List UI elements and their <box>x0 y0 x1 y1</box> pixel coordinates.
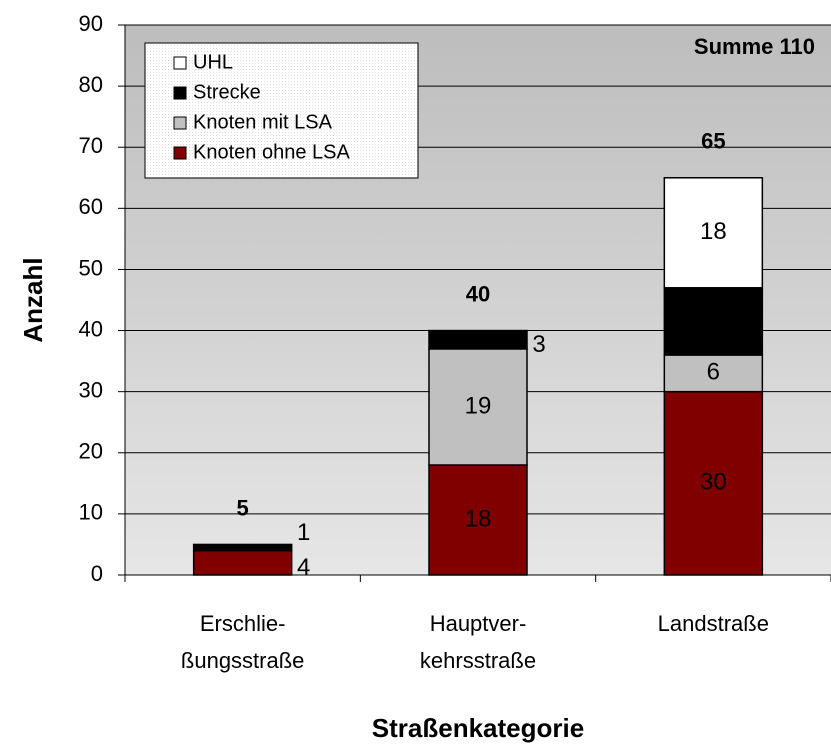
x-tick-label-line: ßungsstraße <box>181 648 305 673</box>
x-tick-label-line: Hauptver- <box>430 611 527 636</box>
y-tick-label: 90 <box>79 11 103 36</box>
legend-label: Knoten mit LSA <box>193 111 333 133</box>
total-label: 40 <box>466 281 490 306</box>
bar-segment <box>192 543 293 552</box>
y-tick-label: 10 <box>79 500 103 525</box>
x-tick-label-line: Landstraße <box>658 611 769 636</box>
data-label: 6 <box>707 359 720 386</box>
legend-label: UHL <box>193 51 233 73</box>
bar-segment <box>428 348 528 466</box>
bar-segment <box>663 390 764 576</box>
x-tick-label-line: kehrsstraße <box>420 648 536 673</box>
bar-segment <box>663 177 764 289</box>
bar-segment <box>192 549 293 576</box>
y-axis-title: Anzahl <box>18 257 48 342</box>
y-tick-label: 30 <box>79 377 103 402</box>
legend-box <box>144 42 419 179</box>
y-tick-label: 20 <box>79 439 103 464</box>
y-tick-label: 60 <box>79 194 103 219</box>
x-tick-label: Hauptver-kehrsstraße <box>420 611 536 673</box>
x-tick-label-line: Erschlie- <box>200 611 286 636</box>
data-label: 30 <box>700 469 727 496</box>
total-label: 65 <box>701 129 725 154</box>
data-label: 18 <box>700 218 727 245</box>
legend-swatch <box>173 86 187 100</box>
annotation: Summe 110 <box>694 34 815 59</box>
x-tick-label: Landstraße <box>658 611 769 636</box>
bar-segment <box>428 464 528 576</box>
legend-swatch <box>173 146 187 160</box>
data-label: 18 <box>465 505 492 532</box>
data-label: 3 <box>532 331 545 358</box>
x-tick-label: Erschlie-ßungsstraße <box>181 611 305 673</box>
data-label: 4 <box>297 554 310 581</box>
legend-label: Strecke <box>193 81 261 103</box>
y-tick-label: 80 <box>79 72 103 97</box>
data-label: 1 <box>297 519 310 546</box>
legend-label: Knoten ohne LSA <box>193 141 350 163</box>
y-tick-label: 0 <box>91 561 103 586</box>
total-label: 5 <box>237 495 249 520</box>
y-tick-label: 50 <box>79 255 103 280</box>
y-tick-label: 70 <box>79 133 103 158</box>
data-label: 11 <box>701 307 726 334</box>
legend-swatch <box>173 116 187 130</box>
legend-swatch <box>173 56 187 70</box>
y-tick-label: 40 <box>79 316 103 341</box>
bar-segment <box>663 287 764 356</box>
data-label: 19 <box>465 392 492 419</box>
bar-segment <box>428 329 528 350</box>
x-axis-title: Straßenkategorie <box>372 713 584 743</box>
